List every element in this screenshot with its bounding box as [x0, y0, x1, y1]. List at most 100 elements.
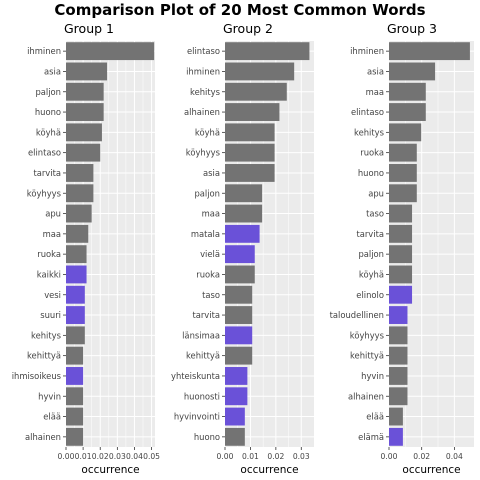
- x-tick-label: 0.02: [267, 452, 284, 461]
- x-tick-label: 0.00: [58, 452, 75, 461]
- bar: [225, 164, 275, 182]
- category-label: elää: [43, 412, 61, 422]
- category-label: kehittyä: [350, 351, 384, 361]
- category-label: alhainen: [184, 107, 220, 117]
- bar: [225, 184, 263, 203]
- bar: [389, 184, 417, 203]
- category-label: kehitys: [354, 127, 384, 137]
- bar: [389, 367, 408, 385]
- category-label: köyhyys: [27, 188, 61, 198]
- bar: [389, 346, 408, 365]
- x-tick-label: 0.02: [413, 452, 430, 461]
- category-label: yhteiskunta: [171, 371, 220, 381]
- bar: [225, 82, 287, 101]
- panel-background: [389, 41, 474, 447]
- x-tick-label: 0.00: [217, 452, 234, 461]
- bar: [389, 82, 426, 101]
- bar: [225, 123, 275, 142]
- bar: [66, 143, 101, 162]
- bar: [225, 204, 263, 223]
- bar: [66, 285, 85, 304]
- bar: [389, 143, 417, 162]
- bar: [66, 326, 85, 345]
- category-label: apu: [368, 188, 384, 198]
- category-label: alhainen: [348, 391, 384, 401]
- bar: [66, 123, 102, 142]
- category-label: ruoka: [37, 249, 61, 259]
- bar: [389, 306, 408, 324]
- category-label: matala: [191, 229, 220, 239]
- category-label: apu: [45, 209, 61, 219]
- category-label: hyvin: [361, 371, 384, 381]
- bar: [66, 387, 84, 406]
- category-label: kaikki: [37, 269, 61, 279]
- bar: [389, 265, 413, 284]
- bar: [389, 387, 408, 406]
- category-label: elämä: [358, 432, 384, 442]
- bar: [66, 224, 89, 243]
- bar: [66, 164, 94, 182]
- x-tick-label: 0.05: [143, 452, 160, 461]
- bar: [225, 103, 280, 121]
- bar: [66, 184, 94, 203]
- category-label: asia: [44, 66, 61, 76]
- x-axis-title: occurrence: [402, 464, 460, 476]
- x-tick-label: 0.00: [381, 452, 398, 461]
- category-label: tarvita: [356, 229, 384, 239]
- category-label: paljon: [194, 188, 220, 198]
- x-axis-title: occurrence: [240, 464, 298, 476]
- bar: [389, 62, 436, 81]
- category-label: paljon: [35, 87, 61, 97]
- bar: [225, 407, 245, 426]
- category-label: köyhä: [359, 269, 384, 279]
- category-label: ihminen: [27, 46, 61, 56]
- category-label: elintaso: [351, 107, 384, 117]
- category-label: vielä: [200, 249, 220, 259]
- bar: [66, 42, 155, 61]
- x-tick-label: 0.01: [75, 452, 92, 461]
- x-tick-label: 0.02: [92, 452, 109, 461]
- x-tick-label: 0.03: [293, 452, 310, 461]
- category-label: alhainen: [25, 432, 61, 442]
- bar: [389, 42, 470, 61]
- bar: [389, 245, 413, 264]
- category-label: taso: [202, 290, 220, 300]
- category-label: hyvin: [38, 391, 61, 401]
- bar: [225, 245, 255, 264]
- bar: [66, 306, 85, 324]
- bar: [66, 204, 92, 223]
- category-label: ruoka: [360, 148, 384, 158]
- category-label: huono: [35, 107, 61, 117]
- x-tick-label: 0.03: [109, 452, 126, 461]
- bar: [225, 326, 253, 345]
- panel-title: Group 3: [387, 21, 437, 36]
- category-label: kehitys: [190, 87, 220, 97]
- bar: [389, 123, 422, 142]
- bar: [225, 285, 253, 304]
- bar: [66, 245, 87, 264]
- category-label: elää: [366, 412, 384, 422]
- bar: [66, 427, 84, 446]
- bar: [225, 346, 253, 365]
- bar: [66, 346, 84, 365]
- bar: [389, 427, 403, 446]
- bar: [389, 204, 413, 223]
- bar: [66, 103, 104, 121]
- bar: [66, 367, 84, 385]
- category-label: ihminen: [350, 46, 384, 56]
- category-label: köyhä: [195, 127, 220, 137]
- bar: [389, 407, 403, 426]
- category-label: kehitys: [31, 330, 61, 340]
- panel-2: elintaso ihminen kehitys alhainen köyhä köyhy…: [171, 21, 314, 476]
- bar: [389, 224, 413, 243]
- bar: [225, 224, 260, 243]
- category-label: elintaso: [187, 46, 220, 56]
- category-label: ruoka: [196, 269, 220, 279]
- category-label: paljon: [358, 249, 384, 259]
- category-label: tarvita: [192, 310, 220, 320]
- panel-background: [66, 41, 155, 447]
- bar: [225, 265, 255, 284]
- x-tick-label: 0.04: [126, 452, 143, 461]
- category-label: länsimaa: [182, 330, 220, 340]
